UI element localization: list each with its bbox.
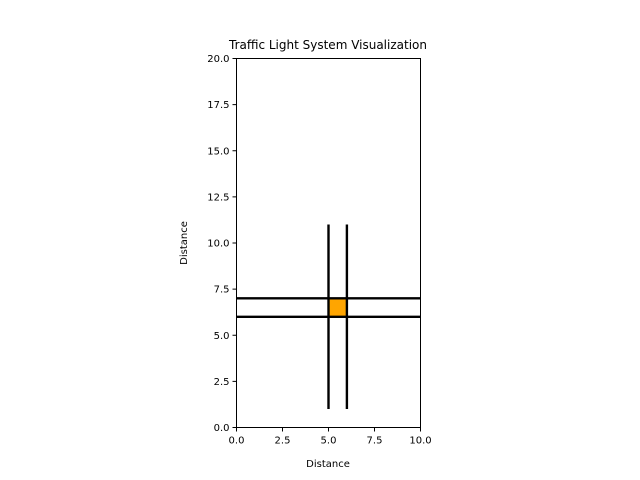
x-axis: 0.0 2.5 5.0 7.5 10.0 bbox=[229, 427, 432, 447]
y-tick-label: 10.0 bbox=[207, 239, 229, 250]
x-tick-label: 5.0 bbox=[321, 436, 337, 447]
chart-title: Traffic Light System Visualization bbox=[228, 38, 427, 52]
y-tick-label: 20.0 bbox=[207, 54, 229, 65]
x-tick-label: 7.5 bbox=[367, 436, 383, 447]
y-tick-label: 15.0 bbox=[207, 146, 229, 157]
x-axis-label: Distance bbox=[306, 459, 350, 470]
y-tick-label: 7.5 bbox=[214, 285, 230, 296]
y-tick-label: 2.5 bbox=[214, 377, 230, 388]
y-axis: 0.0 2.5 5.0 7.5 10.0 12.5 15.0 17.5 20.0 bbox=[207, 54, 237, 434]
x-tick-label: 0.0 bbox=[229, 436, 245, 447]
y-tick-label: 17.5 bbox=[207, 100, 229, 111]
y-axis-label: Distance bbox=[179, 221, 190, 265]
x-tick-label: 10.0 bbox=[409, 436, 431, 447]
y-tick-label: 5.0 bbox=[214, 331, 230, 342]
plot-area bbox=[236, 224, 421, 410]
y-tick-label: 0.0 bbox=[214, 423, 230, 434]
traffic-light-cell bbox=[328, 298, 347, 317]
x-tick-label: 2.5 bbox=[275, 436, 291, 447]
y-tick-label: 12.5 bbox=[207, 192, 229, 203]
